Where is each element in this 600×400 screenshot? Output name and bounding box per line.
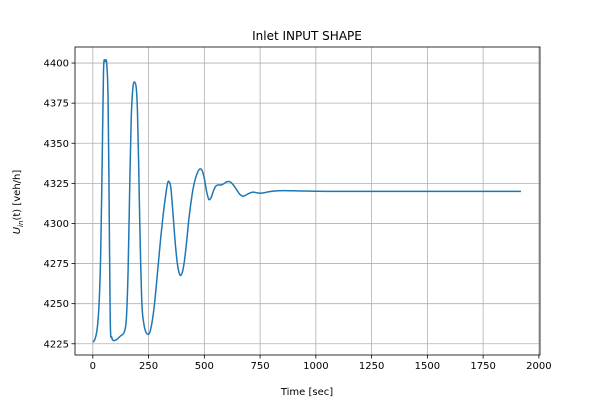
x-tick-label: 1000 <box>303 361 328 372</box>
y-tick-label: 4325 <box>44 179 69 190</box>
x-tick-label: 2000 <box>526 361 551 372</box>
y-tick-label: 4225 <box>44 339 69 350</box>
x-tick-label: 250 <box>139 361 158 372</box>
x-tick-label: 0 <box>90 361 96 372</box>
x-tick-label: 1500 <box>415 361 440 372</box>
y-tick-label: 4350 <box>44 139 69 150</box>
series-line <box>92 58 522 343</box>
grid <box>75 47 540 355</box>
x-tick-label: 750 <box>251 361 270 372</box>
axis-ticks: 0 250 500 750 1000 1250 1500 1750 2000 4225 4250 42… <box>44 59 552 372</box>
x-tick-label: 500 <box>195 361 214 372</box>
y-axis-label: Uin(t) [veh/h] <box>12 170 25 235</box>
plot-frame <box>74 46 541 356</box>
y-tick-label: 4300 <box>44 219 69 230</box>
y-tick-label: 4375 <box>44 99 69 110</box>
chart-title: Inlet INPUT SHAPE <box>252 29 362 43</box>
y-tick-label: 4275 <box>44 259 69 270</box>
plot-area <box>92 58 522 343</box>
y-tick-label: 4250 <box>44 299 69 310</box>
y-axis-label-subscript: in <box>17 221 25 227</box>
y-axis-label-rest: (t) [veh/h] <box>12 170 23 221</box>
x-tick-label: 1250 <box>359 361 384 372</box>
x-axis-label: Time [sec] <box>280 387 333 398</box>
y-axis-label-symbol: U <box>12 226 23 234</box>
y-tick-label: 4400 <box>44 59 69 70</box>
x-tick-label: 1750 <box>470 361 495 372</box>
